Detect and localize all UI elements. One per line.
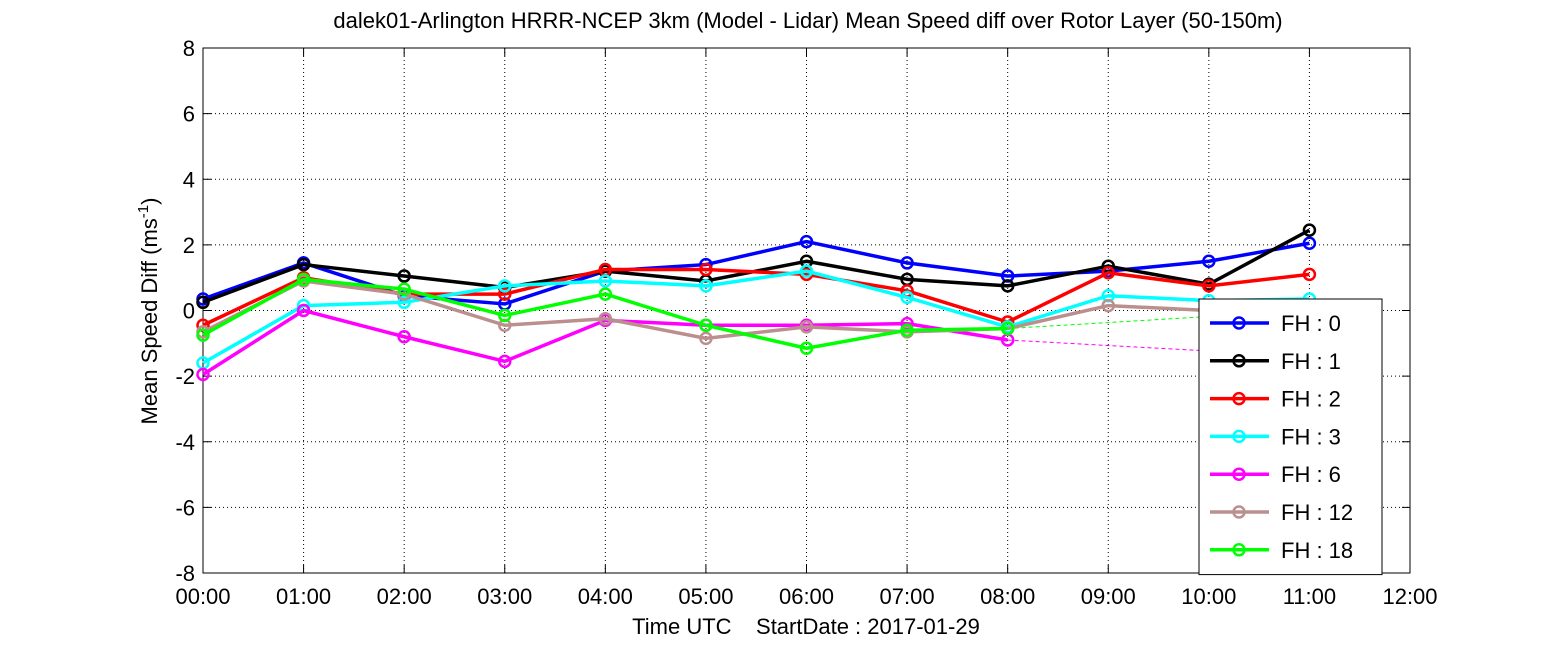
chart-title: dalek01-Arlington HRRR-NCEP 3km (Model -… [333,8,1282,33]
legend-item: FH : 1 [1210,349,1341,374]
legend-item: FH : 0 [1210,311,1341,336]
x-tick-label: 06:00 [779,584,834,609]
x-tick-label: 05:00 [678,584,733,609]
legend-label: FH : 0 [1281,311,1341,336]
legend-item: FH : 12 [1210,500,1353,525]
x-tick-label: 12:00 [1382,584,1437,609]
y-tick-label: 2 [183,233,195,258]
data-point [296,272,311,287]
data-point [799,341,814,355]
data-point [598,287,613,301]
legend-label: FH : 12 [1281,500,1353,525]
data-point [799,234,814,249]
series-line [202,279,1209,341]
data-point [296,257,311,272]
legend-label: FH : 3 [1281,424,1341,449]
legend-swatch-marker [1232,505,1246,519]
x-tick-label: 00:00 [175,584,230,609]
y-tick-label: -6 [175,495,195,520]
legend: FH : 0 FH : 1 FH : 2 FH : 3 FH : 6 FH : 12 FH … [1198,298,1383,576]
legend-swatch-marker [1232,391,1246,406]
x-tick-label: 07:00 [880,584,935,609]
data-point [397,295,411,310]
x-tick-label: 11:00 [1283,584,1336,609]
legend-swatch-marker [1232,467,1246,481]
x-tick-label: 10:00 [1181,584,1236,609]
x-tick-label: 03:00 [477,584,532,609]
data-point [397,330,411,344]
data-point [196,295,210,310]
x-axis-ticks: 00:00 01:00 02:00 03:00 04:00 05:00 06:00 07:00… [175,48,1438,609]
data-point [498,287,512,301]
x-axis-label: Time UTC StartDate : 2017-01-29 [632,614,980,639]
data-point [900,290,914,305]
legend-label: FH : 18 [1281,538,1353,563]
data-point [598,274,613,288]
x-tick-label: 08:00 [980,584,1035,609]
y-tick-label: 0 [183,299,195,324]
data-point [699,262,713,277]
series-dashed-extension [1007,310,1310,330]
data-point [699,318,713,333]
x-tick-label: 01:00 [276,584,331,609]
legend-label: FH : 6 [1281,462,1341,487]
data-point [196,328,210,342]
data-point [699,279,713,293]
legend-item: FH : 18 [1210,538,1353,563]
legend-swatch-marker [1232,354,1246,368]
x-tick-label: 02:00 [377,584,432,609]
series-line [202,277,1008,350]
legend-swatch-marker [1232,429,1246,444]
data-point [900,256,914,270]
data-point [1302,223,1317,237]
data-point [799,264,814,278]
data-point [498,308,512,323]
x-tick-label: 04:00 [578,584,633,609]
data-point [397,282,411,296]
data-point [397,269,411,283]
series-dashed-extension [1007,339,1310,357]
legend-label: FH : 1 [1281,349,1341,374]
y-tick-label: 6 [183,102,195,127]
legend-swatch-marker [1232,316,1246,330]
series-lines [196,223,1317,382]
data-point [699,331,713,346]
data-point [900,323,914,337]
data-point [1202,254,1216,269]
data-point [498,279,512,293]
legend-item: FH : 3 [1210,424,1341,449]
y-tick-label: 4 [183,167,195,192]
data-point [1101,266,1115,280]
legend-swatch-marker [1232,543,1246,557]
data-point [498,354,512,369]
series-fh-18 [196,272,1310,355]
data-point [598,311,613,326]
data-point [1302,267,1317,282]
data-point [1000,279,1015,293]
y-tick-label: 8 [183,36,195,61]
y-tick-label: -8 [175,561,195,586]
data-point [1302,236,1317,250]
legend-item: FH : 2 [1210,387,1341,412]
x-tick-label: 09:00 [1081,584,1136,609]
data-point [296,303,311,318]
legend-label: FH : 2 [1281,387,1341,412]
y-tick-label: -4 [175,430,195,455]
data-point [799,320,814,334]
series-line [202,269,1310,365]
y-axis-label: Mean Speed Diff (ms-1) [135,198,162,425]
legend-item: FH : 6 [1210,462,1341,487]
data-point [1000,321,1015,336]
data-point [1101,298,1115,313]
y-tick-label: -2 [175,364,195,389]
data-point [1202,279,1216,293]
y-axis-ticks: -8 -6 -4 -2 0 2 4 6 8 [175,36,1410,586]
data-point [196,367,210,382]
